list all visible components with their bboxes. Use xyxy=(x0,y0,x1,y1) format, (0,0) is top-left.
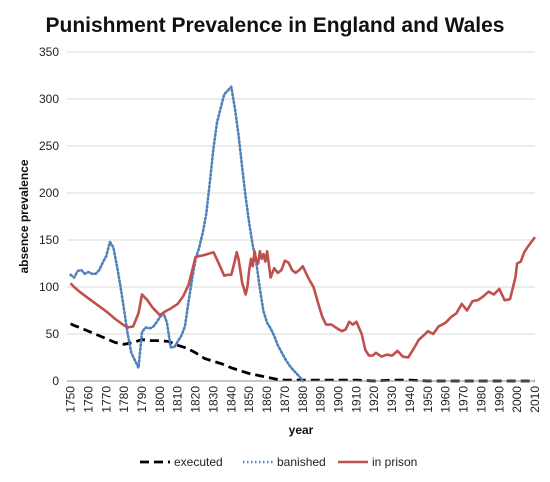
y-tick-0: 0 xyxy=(52,374,59,388)
x-tick-1840: 1840 xyxy=(224,386,238,413)
legend-label-executed: executed xyxy=(174,455,223,469)
y-axis-label: absence prevalence xyxy=(17,159,31,273)
x-axis-label: year xyxy=(289,423,314,437)
x-tick-1910: 1910 xyxy=(349,386,363,413)
series-line-in-prison xyxy=(69,236,537,359)
x-tick-1760: 1760 xyxy=(81,386,95,413)
chart-title: Punishment Prevalence in England and Wal… xyxy=(45,14,504,37)
y-tick-300: 300 xyxy=(39,92,59,106)
x-tick-1850: 1850 xyxy=(242,386,256,413)
x-tick-1890: 1890 xyxy=(314,386,328,413)
x-tick-1990: 1990 xyxy=(492,386,506,413)
x-tick-1770: 1770 xyxy=(99,386,113,413)
y-tick-350: 350 xyxy=(39,45,59,59)
x-tick-1930: 1930 xyxy=(385,386,399,413)
legend-label-in-prison: in prison xyxy=(372,455,417,469)
x-tick-1870: 1870 xyxy=(278,386,292,413)
x-tick-1830: 1830 xyxy=(206,386,220,413)
series-line-banished xyxy=(69,85,305,383)
x-tick-1860: 1860 xyxy=(260,386,274,413)
x-tick-1780: 1780 xyxy=(117,386,131,413)
x-tick-2000: 2000 xyxy=(510,386,524,413)
y-tick-150: 150 xyxy=(39,233,59,247)
x-tick-1900: 1900 xyxy=(332,386,346,413)
gridlines xyxy=(67,51,535,335)
y-tick-200: 200 xyxy=(39,186,59,200)
y-tick-50: 50 xyxy=(46,327,60,341)
x-tick-2010: 2010 xyxy=(528,386,542,413)
x-tick-1820: 1820 xyxy=(189,386,203,413)
x-tick-1940: 1940 xyxy=(403,386,417,413)
x-tick-1970: 1970 xyxy=(457,386,471,413)
x-tick-1960: 1960 xyxy=(439,386,453,413)
series-line-executed xyxy=(69,322,535,383)
x-tick-1920: 1920 xyxy=(367,386,381,413)
legend: executed banished in prison xyxy=(140,455,417,469)
y-tick-250: 250 xyxy=(39,139,59,153)
series-lines xyxy=(69,85,537,383)
x-tick-1790: 1790 xyxy=(135,386,149,413)
y-tick-labels: 0 50 100 150 200 250 300 350 xyxy=(39,45,59,388)
legend-label-banished: banished xyxy=(277,455,326,469)
x-tick-1880: 1880 xyxy=(296,386,310,413)
x-tick-1750: 1750 xyxy=(64,386,78,413)
x-tick-labels: 1750 1760 1770 1780 1790 1800 1810 1820 1830 1840… xyxy=(64,386,542,413)
x-tick-1810: 1810 xyxy=(171,386,185,413)
x-tick-1980: 1980 xyxy=(474,386,488,413)
x-tick-1800: 1800 xyxy=(153,386,167,413)
y-tick-100: 100 xyxy=(39,280,59,294)
x-tick-1950: 1950 xyxy=(421,386,435,413)
